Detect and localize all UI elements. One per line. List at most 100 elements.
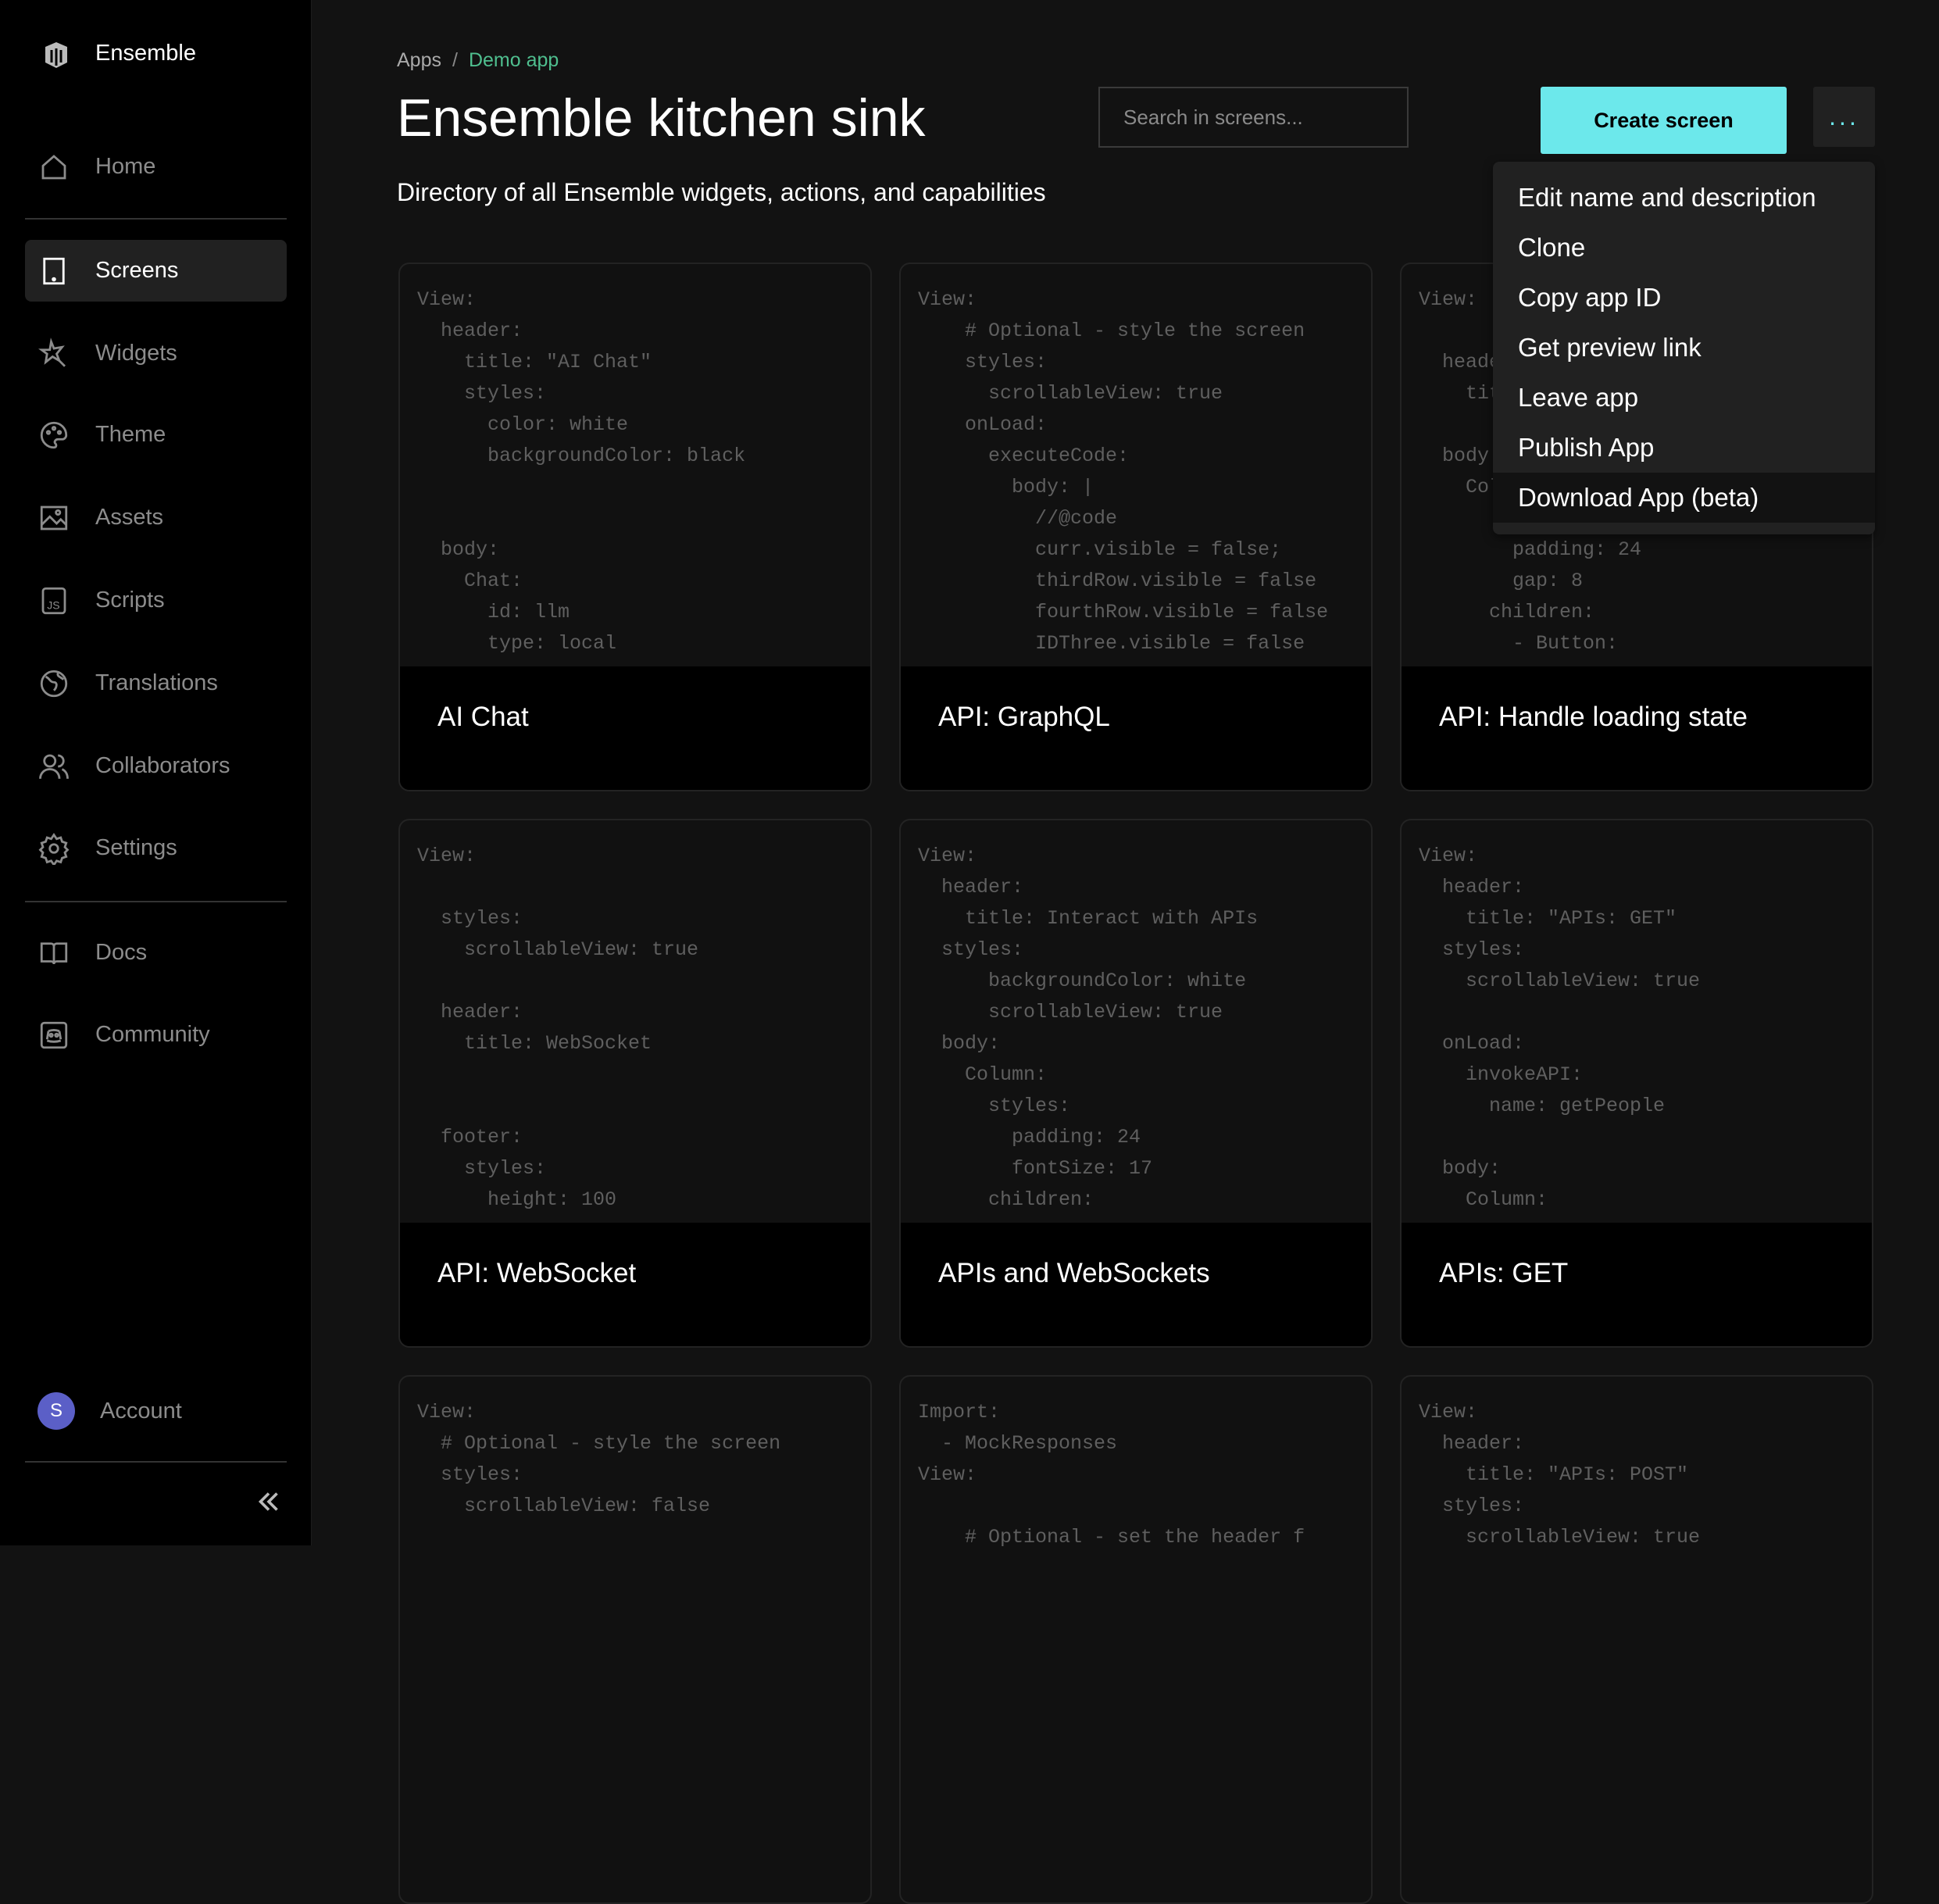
code-line: View: xyxy=(918,845,977,867)
breadcrumb-apps[interactable]: Apps xyxy=(397,49,441,71)
collapse-sidebar-icon[interactable] xyxy=(255,1488,283,1516)
sidebar-item-screens[interactable]: Screens xyxy=(25,240,287,302)
breadcrumb-separator: / xyxy=(452,49,458,71)
code-line: children: xyxy=(918,1188,1094,1211)
sidebar-item-label: Docs xyxy=(95,940,148,965)
code-line: styles: xyxy=(918,351,1048,373)
sidebar-item-home[interactable]: Home xyxy=(25,136,287,198)
code-preview: View: header: title: Interact with APIs … xyxy=(918,841,1360,1346)
code-line: title: "APIs: GET" xyxy=(1419,907,1677,930)
menu-item[interactable]: Leave app xyxy=(1518,383,1639,412)
menu-item[interactable]: Download App (beta) xyxy=(1493,473,1875,523)
code-line: children: xyxy=(1419,601,1595,623)
breadcrumb-current[interactable]: Demo app xyxy=(468,49,559,71)
sidebar-item-settings[interactable]: Settings xyxy=(25,817,287,879)
menu-item[interactable]: Clone xyxy=(1518,233,1586,262)
code-line: View: xyxy=(918,1463,977,1486)
screen-card[interactable]: Import: - MockResponses View: # Optional … xyxy=(899,1375,1373,1904)
sidebar-item-collaborators[interactable]: Collaborators xyxy=(25,735,287,797)
code-line: scrollableView: true xyxy=(417,938,699,961)
code-line: scrollableView: false xyxy=(417,1495,711,1517)
code-line xyxy=(417,1091,859,1122)
code-line: styles: xyxy=(417,907,523,930)
card-footer: APIs: GET xyxy=(1402,1223,1872,1346)
code-line: View: xyxy=(417,845,477,867)
code-line: styles: xyxy=(1419,1495,1525,1517)
code-line: body: xyxy=(1419,445,1502,467)
code-line: header: xyxy=(1419,1432,1525,1455)
code-line: invokeAPI: xyxy=(1419,1063,1584,1086)
sidebar-item-widgets[interactable]: Widgets xyxy=(25,323,287,384)
create-screen-button[interactable]: Create screen xyxy=(1541,87,1787,154)
sidebar-item-scripts[interactable]: JS Scripts xyxy=(25,570,287,631)
code-preview: View: # Optional - style the screen styl… xyxy=(417,1397,859,1902)
sidebar-item-theme[interactable]: Theme xyxy=(25,404,287,466)
code-line: backgroundColor: black xyxy=(417,445,746,467)
screen-title: API: WebSocket xyxy=(437,1258,637,1288)
code-line xyxy=(1419,997,1861,1028)
code-line: styles: xyxy=(417,382,547,405)
screen-card[interactable]: View: # Optional - style the screen styl… xyxy=(398,1375,872,1904)
code-line: View: xyxy=(417,288,477,311)
code-line: # Optional - style the screen xyxy=(918,320,1305,342)
menu-item[interactable]: Publish App xyxy=(1518,433,1655,462)
sidebar-item-assets[interactable]: Assets xyxy=(25,487,287,548)
card-footer: AI Chat xyxy=(400,666,870,790)
code-line: - MockResponses xyxy=(918,1432,1118,1455)
account-link[interactable]: Account xyxy=(100,1399,182,1424)
code-line: footer: xyxy=(417,1126,523,1148)
code-line: color: white xyxy=(417,413,629,436)
code-line: styles: xyxy=(918,938,1024,961)
code-line: title: WebSocket xyxy=(417,1032,652,1055)
sidebar-item-community[interactable]: Community xyxy=(25,1004,287,1066)
code-line: header: xyxy=(417,1001,523,1023)
menu-item[interactable]: Copy app ID xyxy=(1518,283,1662,312)
code-line: body: xyxy=(1419,1157,1502,1180)
code-line: curr.visible = false; xyxy=(918,538,1282,561)
code-line: padding: 24 xyxy=(1419,538,1642,561)
code-line: id: llm xyxy=(417,601,570,623)
avatar[interactable]: S xyxy=(37,1392,75,1430)
code-line: padding: 24 xyxy=(918,1126,1141,1148)
card-footer: API: GraphQL xyxy=(901,666,1371,790)
code-line: # Optional - set the header f xyxy=(918,1526,1305,1549)
code-line: body: | xyxy=(918,476,1094,498)
sidebar-item-label: Home xyxy=(95,154,156,179)
menu-item[interactable]: Edit name and description xyxy=(1518,183,1816,212)
sidebar: Ensemble Home Screens Widgets Theme Assets JS… xyxy=(0,0,312,1545)
screen-card[interactable]: View: header: title: "AI Chat" styles: c… xyxy=(398,263,872,791)
more-options-button[interactable]: ... xyxy=(1813,87,1875,147)
code-preview: View: header: title: "APIs: POST" styles… xyxy=(1419,1397,1861,1902)
page-subtitle: Directory of all Ensemble widgets, actio… xyxy=(397,178,1046,206)
screen-card[interactable]: View: # Optional - style the screen styl… xyxy=(899,263,1373,791)
divider xyxy=(25,901,287,902)
code-line: styles: xyxy=(918,1095,1071,1117)
code-line: - Button: xyxy=(1419,632,1619,655)
code-line: scrollableView: true xyxy=(1419,970,1701,992)
screen-title: AI Chat xyxy=(437,702,529,732)
code-line: View: xyxy=(1419,288,1478,311)
screen-card[interactable]: View: header: title: Interact with APIs … xyxy=(899,819,1373,1348)
search-input[interactable] xyxy=(1098,87,1409,148)
code-line xyxy=(918,1491,1360,1522)
code-line: View: xyxy=(918,288,977,311)
svg-text:JS: JS xyxy=(47,598,59,611)
sidebar-item-label: Settings xyxy=(95,835,177,860)
code-line: header: xyxy=(417,320,523,342)
card-footer: API: Handle loading state xyxy=(1402,666,1872,790)
menu-item[interactable]: Get preview link xyxy=(1518,333,1702,362)
screen-card[interactable]: View: styles: scrollableView: true heade… xyxy=(398,819,872,1348)
code-line: header: xyxy=(918,876,1024,898)
screen-card[interactable]: View: header: title: "APIs: POST" styles… xyxy=(1400,1375,1873,1904)
code-line: Import: xyxy=(918,1401,1001,1424)
code-line: body: xyxy=(918,1032,1001,1055)
sidebar-item-docs[interactable]: Docs xyxy=(25,922,287,984)
ensemble-logo-icon xyxy=(45,42,67,68)
code-line: styles: xyxy=(417,1157,547,1180)
brand-name: Ensemble xyxy=(95,41,196,66)
screen-card[interactable]: View: header: title: "APIs: GET" styles:… xyxy=(1400,819,1873,1348)
app-options-menu: Edit name and description Clone Copy app I… xyxy=(1493,162,1875,534)
code-line: scrollableView: true xyxy=(918,1001,1223,1023)
code-line: styles: xyxy=(417,1463,523,1486)
sidebar-item-translations[interactable]: Translations xyxy=(25,652,287,714)
